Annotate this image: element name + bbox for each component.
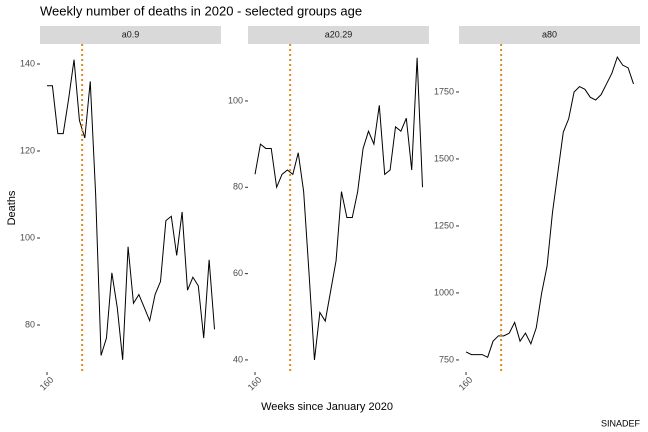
y-tick-label: 1500 (434, 153, 454, 163)
y-tick-label: 100 (228, 95, 243, 105)
y-tick-label: 120 (20, 145, 35, 155)
data-line (465, 56, 634, 358)
y-axis-label: Deaths (6, 190, 18, 225)
caption: SINADEF (601, 418, 641, 428)
y-tick-label: 40 (233, 354, 243, 364)
y-tick-label: 100 (20, 232, 35, 242)
y-tick-label: 80 (233, 182, 243, 192)
y-tick-label: 1250 (434, 220, 454, 230)
strip-label: a0.9 (122, 29, 140, 39)
strip (459, 26, 640, 44)
strip-label: a20.29 (325, 29, 353, 39)
x-axis-label: Weeks since January 2020 (261, 401, 393, 413)
y-tick-label: 1000 (434, 287, 454, 297)
strip-label: a80 (542, 29, 557, 39)
strip (40, 26, 221, 44)
chart-title: Weekly number of deaths in 2020 - select… (40, 3, 362, 18)
y-tick-label: 140 (20, 58, 35, 68)
strip (248, 26, 429, 44)
y-tick-label: 1750 (434, 86, 454, 96)
y-tick-label: 750 (439, 354, 454, 364)
data-line (254, 57, 424, 360)
y-tick-label: 60 (233, 268, 243, 278)
y-tick-label: 80 (25, 319, 35, 329)
data-line (47, 59, 216, 360)
